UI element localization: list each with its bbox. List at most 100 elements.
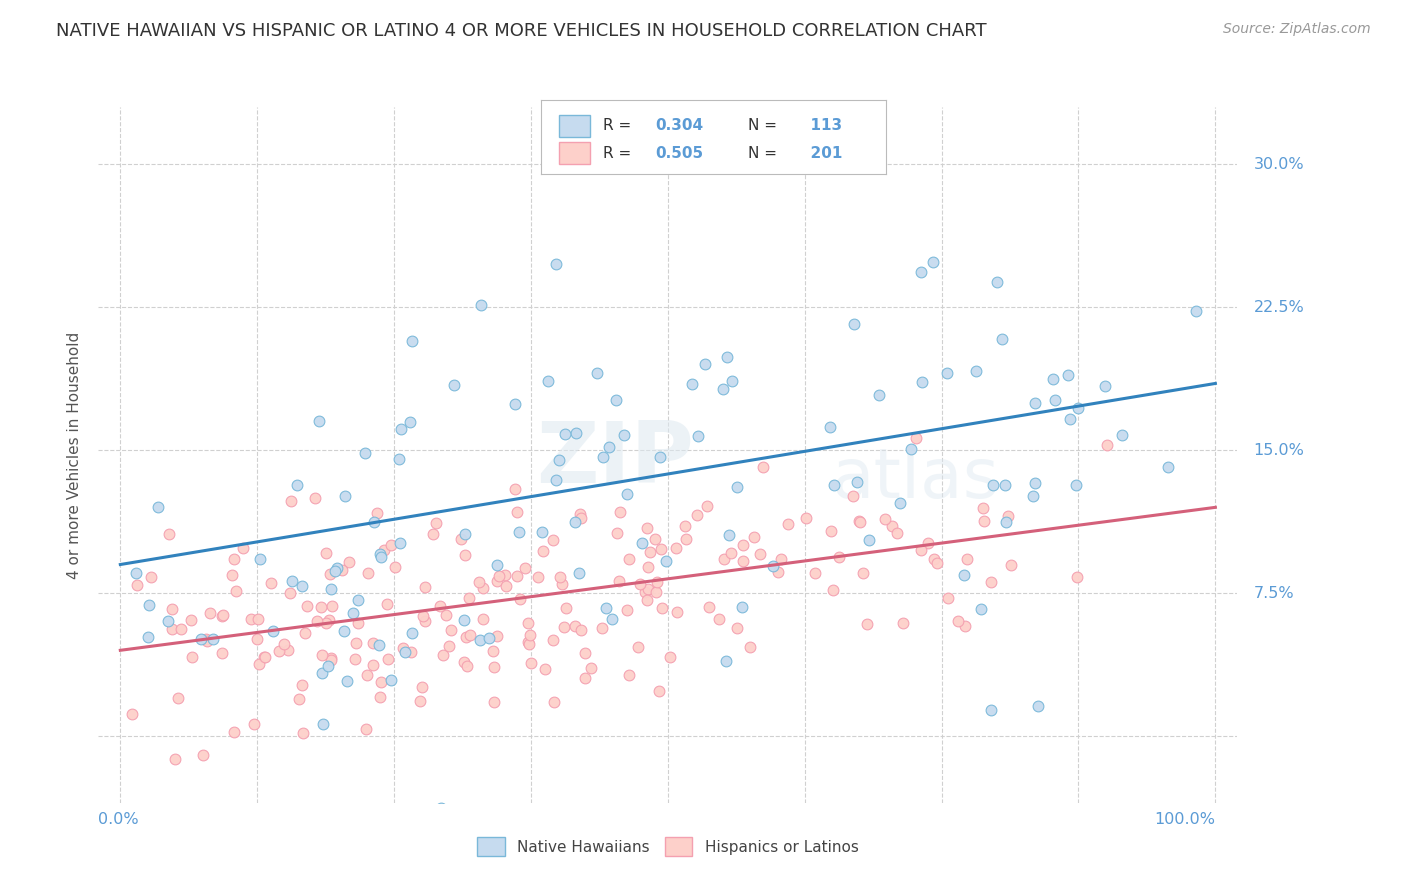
Point <box>222 725 245 739</box>
Point <box>368 690 391 705</box>
Point <box>180 613 202 627</box>
Point <box>295 599 318 613</box>
Point <box>619 667 641 681</box>
Point <box>429 599 451 614</box>
Point <box>994 515 1017 529</box>
Point <box>389 422 412 436</box>
Point <box>198 606 221 620</box>
Point <box>336 673 359 688</box>
Point <box>160 602 183 616</box>
Point <box>716 350 738 364</box>
Point <box>411 680 433 694</box>
Point <box>986 275 1008 289</box>
Point <box>842 489 865 503</box>
Point <box>488 569 510 583</box>
Point <box>478 631 501 645</box>
Point <box>880 519 903 533</box>
Point <box>517 637 540 651</box>
Text: N =: N = <box>748 119 782 133</box>
Point <box>392 641 415 656</box>
Point <box>509 591 531 606</box>
Point <box>146 500 169 515</box>
Point <box>413 614 436 628</box>
Point <box>936 591 959 605</box>
Point <box>818 420 841 434</box>
Point <box>1024 396 1046 410</box>
Point <box>380 537 402 551</box>
Point <box>770 551 793 566</box>
Text: ZIP: ZIP <box>537 418 695 501</box>
Text: R =: R = <box>603 119 637 133</box>
Point <box>412 609 434 624</box>
Point <box>333 624 356 639</box>
Point <box>368 547 391 561</box>
Point <box>762 559 785 574</box>
Point <box>443 378 465 392</box>
Y-axis label: 4 or more Vehicles in Household: 4 or more Vehicles in Household <box>67 331 83 579</box>
Point <box>361 658 384 673</box>
Point <box>994 478 1017 492</box>
Point <box>527 570 550 584</box>
Point <box>508 525 530 540</box>
Point <box>370 549 392 564</box>
Text: N =: N = <box>748 145 782 161</box>
Point <box>922 255 945 269</box>
Point <box>675 533 697 547</box>
Point <box>136 630 159 644</box>
Point <box>609 505 631 519</box>
Point <box>394 645 416 659</box>
Point <box>650 541 672 556</box>
Point <box>823 478 845 492</box>
Point <box>307 614 329 628</box>
Point <box>634 584 657 599</box>
Point <box>260 576 283 591</box>
Text: 113: 113 <box>800 119 842 133</box>
Point <box>537 374 560 388</box>
Point <box>696 500 718 514</box>
Point <box>468 575 491 590</box>
Point <box>581 661 603 675</box>
Point <box>344 636 367 650</box>
FancyBboxPatch shape <box>558 142 589 164</box>
Point <box>673 518 696 533</box>
Point <box>291 677 314 691</box>
Point <box>323 564 346 578</box>
Point <box>648 683 671 698</box>
Point <box>980 703 1002 717</box>
Point <box>311 648 333 662</box>
Point <box>845 475 868 490</box>
Point <box>157 527 180 541</box>
Point <box>821 582 844 597</box>
Point <box>319 651 342 665</box>
Point <box>318 566 340 581</box>
Point <box>380 673 402 688</box>
Point <box>366 506 388 520</box>
Point <box>1042 372 1064 386</box>
Text: 15.0%: 15.0% <box>1254 442 1305 458</box>
Point <box>190 632 212 646</box>
Point <box>917 535 939 549</box>
Point <box>249 551 271 566</box>
Point <box>731 554 754 568</box>
Point <box>225 583 247 598</box>
Point <box>714 654 737 668</box>
Point <box>316 659 339 673</box>
Point <box>627 640 650 655</box>
Point <box>981 478 1004 492</box>
Point <box>592 450 614 464</box>
Point <box>342 606 364 620</box>
Point <box>910 265 932 279</box>
Point <box>631 535 654 549</box>
Point <box>354 722 377 736</box>
Point <box>568 507 591 521</box>
Point <box>247 657 270 672</box>
Point <box>413 580 436 594</box>
Point <box>494 567 516 582</box>
Point <box>321 652 343 666</box>
Point <box>211 646 233 660</box>
Point <box>1111 428 1133 442</box>
Point <box>665 606 688 620</box>
Point <box>321 599 343 613</box>
Point <box>370 674 392 689</box>
Point <box>848 514 870 528</box>
